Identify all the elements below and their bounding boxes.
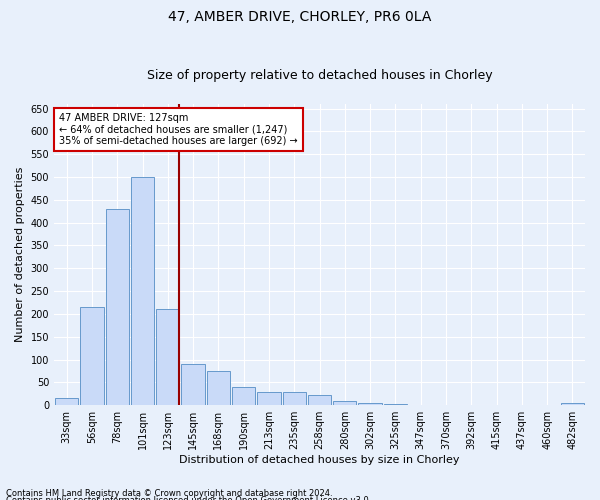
Text: 47, AMBER DRIVE, CHORLEY, PR6 0LA: 47, AMBER DRIVE, CHORLEY, PR6 0LA <box>169 10 431 24</box>
Bar <box>358 403 382 405</box>
Bar <box>561 403 584 405</box>
Bar <box>106 209 129 405</box>
Bar <box>207 371 230 405</box>
Bar <box>181 364 205 405</box>
Bar <box>156 310 179 405</box>
Bar <box>384 404 407 405</box>
Title: Size of property relative to detached houses in Chorley: Size of property relative to detached ho… <box>147 69 493 82</box>
Bar <box>80 307 104 405</box>
Y-axis label: Number of detached properties: Number of detached properties <box>15 167 25 342</box>
Text: Contains public sector information licensed under the Open Government Licence v3: Contains public sector information licen… <box>6 496 371 500</box>
Text: Contains HM Land Registry data © Crown copyright and database right 2024.: Contains HM Land Registry data © Crown c… <box>6 488 332 498</box>
Bar <box>283 392 306 405</box>
Bar <box>232 387 256 405</box>
Bar <box>131 177 154 405</box>
Bar <box>308 395 331 405</box>
Bar <box>333 400 356 405</box>
Bar <box>55 398 79 405</box>
X-axis label: Distribution of detached houses by size in Chorley: Distribution of detached houses by size … <box>179 455 460 465</box>
Text: 47 AMBER DRIVE: 127sqm
← 64% of detached houses are smaller (1,247)
35% of semi-: 47 AMBER DRIVE: 127sqm ← 64% of detached… <box>59 113 298 146</box>
Bar <box>257 392 281 405</box>
